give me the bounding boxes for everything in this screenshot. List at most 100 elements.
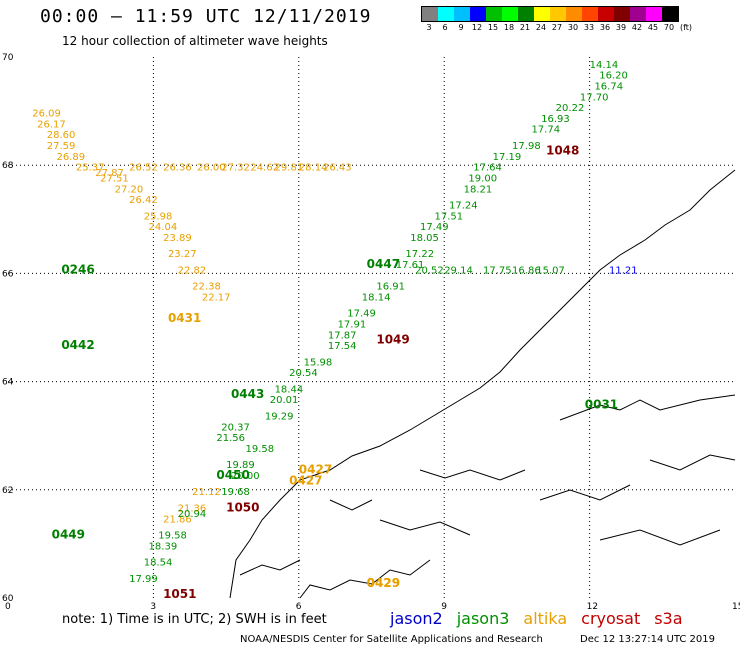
wave-height-label: 18.14 [362, 292, 391, 303]
wave-height-label: 17.61 [396, 260, 425, 271]
wave-height-label: 17.64 [473, 163, 502, 174]
satellite-legend: jason2 jason3 altika cryosat s3a [390, 609, 697, 628]
x-tick-label: 12 [587, 602, 598, 612]
pass-id-label: 0031 [585, 398, 618, 412]
map-grid [8, 57, 735, 598]
wave-height-label: 15.07 [536, 265, 565, 276]
colorbar-swatch [470, 7, 486, 21]
colorbar-swatch [614, 7, 630, 21]
wave-height-label: 27.32 [221, 163, 250, 174]
coast-path [419, 469, 526, 481]
y-tick-label: 68 [2, 161, 14, 171]
wave-height-label: 17.51 [435, 211, 464, 222]
colorbar-label: 42 [631, 23, 643, 32]
wave-height-label: 16.20 [599, 71, 628, 82]
wave-height-label: 11.21 [609, 265, 638, 276]
pass-id-label: 0431 [168, 311, 201, 325]
wave-height-label: 19.00 [468, 173, 497, 184]
wave-height-label: 26.52 [129, 163, 158, 174]
colorbar-swatch [502, 7, 518, 21]
y-tick-label: 62 [2, 486, 13, 496]
pass-id-label: 0246 [61, 262, 94, 276]
wave-height-label: 19.58 [158, 530, 187, 541]
colorbar-label: 33 [583, 23, 595, 32]
colorbar-label: 3 [426, 23, 432, 32]
y-tick-label: 60 [2, 594, 14, 604]
wave-height-label: 27.59 [47, 141, 76, 152]
coast-path [599, 529, 721, 546]
wave-height-label: 18.39 [149, 541, 178, 552]
wave-height-label: 20.01 [270, 395, 299, 406]
wave-height-label: 0429 [367, 576, 400, 590]
wave-height-label: 18.44 [275, 384, 304, 395]
colorbar-label: 9 [458, 23, 464, 32]
pass-id-label: 0449 [52, 527, 85, 541]
coast-path [229, 169, 736, 599]
colorbar-swatch [582, 7, 598, 21]
wave-height-label: 24.04 [149, 222, 178, 233]
pass-id-label: 0443 [231, 387, 264, 401]
legend-jason3: jason3 [456, 609, 510, 628]
legend-altika: altika [523, 609, 568, 628]
coast-path [299, 559, 431, 599]
wave-height-label: 28.60 [47, 130, 76, 141]
wave-height-label: 21.86 [163, 514, 192, 525]
colorbar-label: 21 [519, 23, 531, 32]
wave-height-label: 19.68 [221, 487, 250, 498]
colorbar-swatch [454, 7, 470, 21]
wave-height-label: 20.00 [231, 471, 260, 482]
wave-height-label: 16.93 [541, 114, 570, 125]
colorbar-label: 45 [647, 23, 659, 32]
page-subtitle: 12 hour collection of altimeter wave hei… [62, 34, 328, 48]
wave-height-label: 26.09 [32, 109, 61, 120]
coast-path [539, 484, 631, 501]
wave-height-label: 29.14 [444, 265, 473, 276]
wave-height-label: 14.14 [590, 60, 619, 71]
wave-height-label: 18.54 [144, 558, 173, 569]
pass-id-label: 0427 [289, 473, 322, 487]
wave-height-label: 27.87 [95, 168, 124, 179]
wave-height-label: 20.52 [415, 265, 444, 276]
wave-height-label: 1048 [546, 143, 579, 157]
pass-id-label: 0429 [367, 576, 400, 590]
y-tick-label: 64 [2, 378, 14, 388]
credit-text: NOAA/NESDIS Center for Satellite Applica… [240, 634, 543, 645]
wave-height-label: 18.21 [464, 184, 493, 195]
wave-height-label: 20.37 [221, 422, 250, 433]
colorbar-swatch [630, 7, 646, 21]
wave-height-label: 0427 [299, 463, 332, 477]
wave-height-label: 1051 [163, 587, 196, 601]
colorbar-swatch [422, 7, 438, 21]
pass-id-label: 0450 [216, 468, 249, 482]
wave-height-label: 17.91 [338, 320, 367, 331]
timestamp-text: Dec 12 13:27:14 UTC 2019 [580, 634, 715, 645]
wave-height-label: 22.17 [202, 292, 231, 303]
colorbar-label: 36 [599, 23, 611, 32]
wave-height-label: 16.91 [376, 282, 405, 293]
colorbar-swatch [598, 7, 614, 21]
colorbar-swatch [438, 7, 454, 21]
legend-jason2: jason2 [390, 609, 443, 628]
colorbar-swatch [566, 7, 582, 21]
wave-height-label: 23.89 [163, 233, 192, 244]
wave-height-label: 17.54 [328, 341, 357, 352]
legend-s3a: s3a [654, 609, 683, 628]
colorbar-labels: 3 6 9 12 15 18 21 24 27 30 33 36 39 42 45 70 (ft) [421, 23, 695, 32]
coast-path [379, 519, 471, 536]
colorbar-label: 27 [551, 23, 563, 32]
wave-height-label: 28.14 [299, 163, 328, 174]
x-tick-label: 3 [150, 602, 156, 612]
colorbar-label: 12 [471, 23, 483, 32]
pass-labels: 0246 0431 0442 0443 0450 0449 0447 0031 0427 0429 [52, 257, 619, 590]
wave-height-label: 21.12 [192, 487, 221, 498]
pass-id-label: 0447 [367, 257, 400, 271]
wave-height-label: 16.74 [594, 81, 623, 92]
wave-height-label: 17.98 [512, 141, 541, 152]
page-title: 00:00 – 11:59 UTC 12/11/2019 [40, 6, 372, 27]
wave-height-label: 16.86 [512, 265, 541, 276]
colorbar-unit: (ft) [679, 23, 693, 32]
wave-height-label: 19.58 [245, 444, 274, 455]
wave-height-label: 20.94 [178, 509, 207, 520]
wave-height-label: 21.56 [216, 433, 245, 444]
